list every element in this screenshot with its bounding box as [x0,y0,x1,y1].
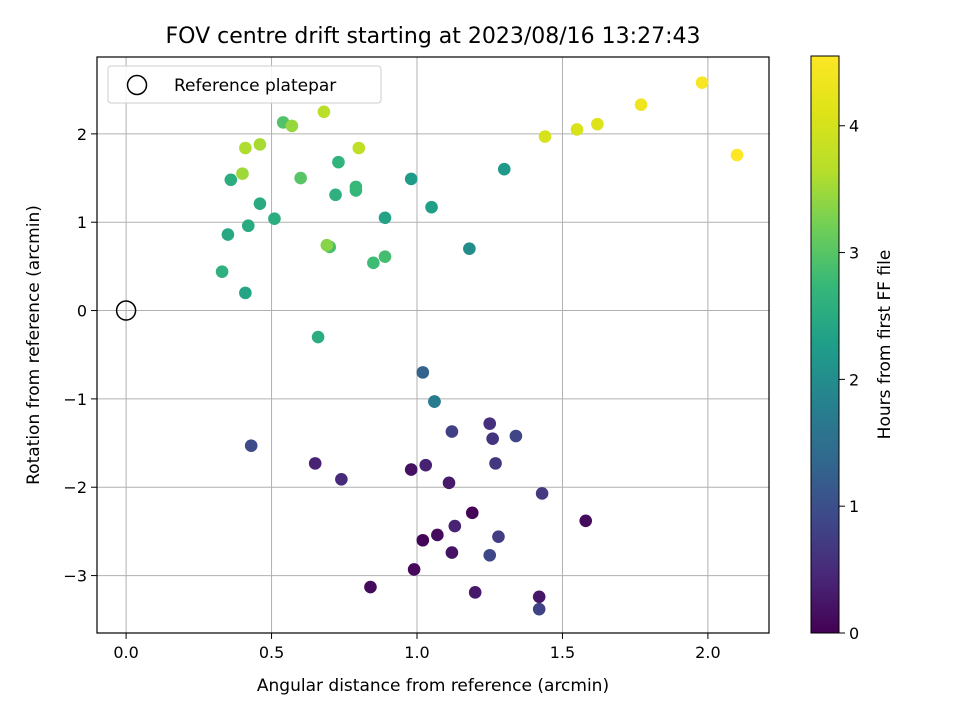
colorbar-frame [810,55,840,634]
colorbar-ticks: 0 1 2 3 4 [839,117,859,643]
scatter-point [492,530,505,544]
scatter-point [311,330,325,344]
scatter-point [509,429,523,443]
scatter-point [428,395,441,408]
x-tick-label: 0.0 [113,643,138,662]
legend-box [107,65,382,104]
scatter-point [448,519,462,533]
scatter-point [532,590,546,604]
scatter-point [317,105,331,119]
scatter-point [215,265,229,278]
scatter-point [352,141,366,155]
scatter-point [591,117,604,131]
scatter-point [579,514,593,528]
scatter-point [239,141,252,155]
y-tick-label: 2 [77,125,87,144]
scatter-point [378,250,392,263]
scatter-point [329,188,342,202]
scatter-point [463,242,476,256]
scatter-point [294,171,307,185]
scatter-point [239,286,252,300]
scatter-point [497,162,511,176]
scatter-point [535,487,549,500]
scatter-point [695,76,709,89]
scatter-point [308,457,322,470]
scatter-point [416,533,430,547]
colorbar-gradient [811,56,839,633]
x-axis-label: Angular distance from reference (arcmin) [257,676,609,696]
scatter-point [483,417,497,430]
scatter-point [419,458,433,472]
grid-lines [97,57,769,633]
chart-title: FOV centre drift starting at 2023/08/16 … [166,24,701,49]
scatter-point [241,219,255,233]
scatter-point [378,211,392,225]
scatter-point [538,130,552,143]
axis-ticks: 0.0 0.5 1.0 1.5 2.0 −3 −2 −1 0 1 2 [63,125,720,662]
colorbar-tick-label: 3 [849,244,859,263]
scatter-point [332,155,345,169]
scatter-point [224,173,238,187]
colorbar-tick-label: 4 [849,117,859,136]
scatter-point [425,200,438,214]
scatter-point [367,256,380,270]
scatter-point [431,528,444,542]
y-tick-label: −3 [63,567,87,586]
legend: Reference platepar [107,65,382,104]
scatter-point [489,457,502,470]
y-tick-label: −1 [63,390,87,409]
x-tick-label: 0.5 [259,643,284,662]
scatter-point [404,172,418,186]
scatter-point [404,463,418,476]
reference-platepar-marker [115,300,137,321]
colorbar-tick-label: 2 [849,370,859,389]
scatter-point [468,586,482,599]
legend-reference-marker [126,74,148,96]
scatter-point [364,580,377,594]
y-tick-label: 0 [77,302,87,321]
scatter-point [349,180,363,194]
scatter-point [634,98,648,112]
scatter-point [730,148,744,162]
scatter-point [416,366,430,379]
scatter-point [236,167,249,180]
colorbar-label: Hours from first FF file [875,250,895,440]
scatter-point [320,238,334,252]
x-tick-label: 1.0 [404,643,429,662]
scatter-points [215,76,744,616]
scatter-point [407,563,421,576]
scatter-point [253,197,267,210]
scatter-point [221,228,235,241]
colorbar-tick-label: 1 [849,497,859,516]
colorbar: 0 1 2 3 4 Hours from first FF file [810,55,895,643]
x-tick-label: 1.5 [550,643,575,662]
scatter-point [253,138,267,151]
legend-entry-reference-platepar: Reference platepar [174,76,336,96]
scatter-point [244,439,258,453]
scatter-point [335,472,348,486]
scatter-point [445,546,459,559]
y-tick-label: −2 [63,478,87,497]
scatter-point [285,119,299,133]
scatter-point [532,602,546,616]
axes-frame [96,56,770,634]
scatter-point [570,123,584,136]
scatter-point [442,476,456,490]
colorbar-tick-label: 0 [849,624,859,643]
scatter-point [445,425,459,438]
x-tick-label: 2.0 [695,643,720,662]
scatter-point [268,212,281,225]
y-tick-label: 1 [77,213,87,232]
scatter-point [483,548,497,562]
reference-layer [115,300,137,321]
y-axis-label: Rotation from reference (arcmin) [24,205,44,485]
scatter-point [486,432,499,445]
scatter-point [465,506,479,520]
